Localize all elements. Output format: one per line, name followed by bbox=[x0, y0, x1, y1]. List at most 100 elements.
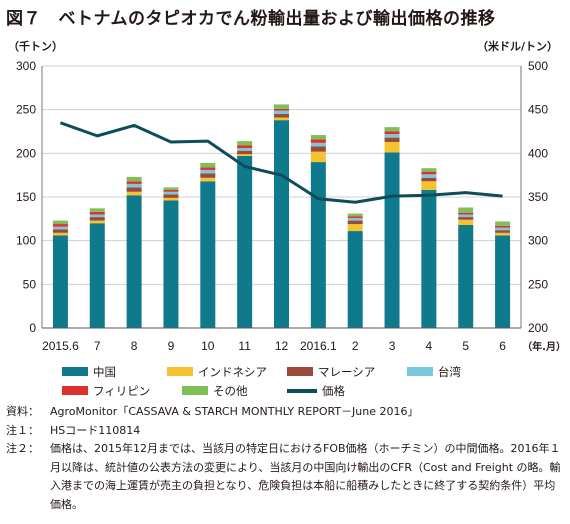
bar-segment bbox=[310, 139, 326, 143]
y-left-tick-label: 100 bbox=[16, 234, 36, 248]
bar-segment bbox=[495, 221, 511, 226]
tick-labels: 0 50 100 150 200 250 300 200 250 300 350 400 450 500 2… bbox=[16, 59, 566, 353]
y-left-tick-label: 50 bbox=[23, 277, 37, 291]
bar-segment bbox=[163, 191, 179, 195]
x-tick-label: 6 bbox=[499, 339, 506, 353]
bar-segment bbox=[52, 232, 68, 236]
x-tick-label: 10 bbox=[201, 339, 215, 353]
bar-segment bbox=[200, 169, 216, 174]
legend-label: マレーシア bbox=[318, 364, 376, 379]
x-tick-label: 7 bbox=[94, 339, 101, 353]
bar-segment bbox=[495, 232, 511, 236]
x-tick-label: 2015.6 bbox=[42, 339, 79, 353]
axes bbox=[41, 66, 522, 329]
note-label: 注２： bbox=[6, 442, 39, 455]
chart: 0 50 100 150 200 250 300 200 250 300 350 400 450 500 2… bbox=[16, 59, 566, 353]
bar-segment bbox=[237, 154, 253, 156]
note-label: 資料： bbox=[6, 405, 39, 418]
x-tick-label: 11 bbox=[238, 339, 251, 353]
bar-segment bbox=[384, 152, 400, 328]
bar-segment bbox=[126, 176, 142, 182]
legend-swatch bbox=[287, 388, 317, 393]
bar-segment bbox=[458, 224, 474, 328]
bar-segment bbox=[52, 224, 68, 227]
right-axis-unit: （米ドル/トン） bbox=[476, 40, 558, 53]
bar-segment bbox=[52, 226, 68, 230]
y-left-tick-label: 200 bbox=[16, 146, 36, 160]
bar-segment bbox=[163, 197, 179, 201]
note: 資料： AgroMonitor「CASSAVA & STARCH MONTHLY … bbox=[6, 403, 566, 422]
y-right-tick-label: 350 bbox=[528, 190, 548, 204]
bar-segment bbox=[126, 187, 142, 192]
legend-row: フィリピン その他 価格 bbox=[62, 381, 532, 400]
bar-segment bbox=[237, 155, 253, 328]
bar-segment bbox=[347, 220, 363, 225]
x-tick-label: 12 bbox=[275, 339, 289, 353]
legend: 中国 インドネシア マレーシア 台湾フィリピン その他 価格 bbox=[62, 362, 532, 400]
bar-segment bbox=[495, 230, 511, 233]
bar-segment bbox=[421, 181, 437, 191]
bar-segment bbox=[89, 208, 105, 212]
bar-segment bbox=[52, 220, 68, 225]
x-tick-label: 8 bbox=[131, 339, 138, 353]
legend-label: その他 bbox=[213, 383, 248, 398]
legend-label: 価格 bbox=[322, 383, 345, 398]
bar-segment bbox=[89, 220, 105, 224]
bar-segment bbox=[200, 162, 216, 168]
y-left-tick-label: 0 bbox=[29, 321, 36, 335]
legend-label: インドネシア bbox=[198, 364, 267, 379]
x-tick-label: 3 bbox=[389, 339, 396, 353]
legend-swatch bbox=[62, 386, 88, 395]
legend-item: その他 bbox=[182, 383, 287, 399]
legend-label: 中国 bbox=[93, 364, 116, 379]
bar-segment bbox=[458, 217, 474, 220]
bar-segment bbox=[347, 224, 363, 232]
bar-segment bbox=[384, 134, 400, 138]
legend-item: 中国 bbox=[62, 364, 167, 380]
legend-item: フィリピン bbox=[62, 383, 182, 399]
price-series-line bbox=[59, 121, 503, 204]
bar-segment bbox=[200, 177, 216, 182]
bar-segment bbox=[310, 162, 326, 328]
bar-segment bbox=[384, 127, 400, 132]
bar-segment bbox=[384, 131, 400, 135]
bar-segment bbox=[237, 145, 253, 149]
y-left-tick-label: 250 bbox=[16, 103, 36, 117]
legend-item: 価格 bbox=[287, 383, 392, 399]
bar-segment bbox=[495, 225, 511, 228]
chart-title: 図７ ベトナムのタピオカでん粉輸出量および輸出価格の推移 bbox=[6, 9, 496, 29]
bar-segment bbox=[347, 213, 363, 217]
bar-segment bbox=[237, 150, 253, 155]
bar-segment bbox=[163, 190, 179, 192]
bar-segment bbox=[274, 120, 289, 329]
legend-swatch bbox=[62, 367, 88, 376]
bar-segment bbox=[421, 168, 437, 172]
bar-segment bbox=[421, 177, 437, 182]
legend-item: 台湾 bbox=[407, 364, 512, 380]
bar-segment bbox=[89, 214, 105, 218]
bar-segment bbox=[200, 181, 216, 328]
x-axis-unit: （年.月） bbox=[522, 340, 566, 353]
bar-segment bbox=[126, 191, 142, 196]
bar-segment bbox=[458, 214, 474, 218]
bar-segment bbox=[52, 229, 68, 233]
legend-item: マレーシア bbox=[287, 364, 407, 380]
note-text: AgroMonitor「CASSAVA & STARCH MONTHLY REP… bbox=[50, 405, 419, 418]
bar-segment bbox=[274, 104, 289, 109]
notes: 資料： AgroMonitor「CASSAVA & STARCH MONTHLY … bbox=[6, 403, 566, 514]
bar-segment bbox=[347, 217, 363, 221]
legend-swatch bbox=[287, 367, 313, 376]
bar-segment bbox=[274, 114, 289, 118]
bars bbox=[52, 104, 511, 329]
bar-segment bbox=[310, 134, 326, 140]
bar-segment bbox=[200, 173, 216, 178]
bar-segment bbox=[163, 200, 179, 328]
note-text: HSコード110814 bbox=[50, 423, 141, 437]
bar-segment bbox=[126, 195, 142, 328]
bar-segment bbox=[237, 141, 253, 146]
legend-swatch bbox=[167, 367, 193, 376]
y-left-tick-label: 150 bbox=[16, 190, 36, 204]
x-tick-label: 5 bbox=[462, 339, 469, 353]
y-right-tick-label: 300 bbox=[528, 234, 548, 248]
bar-segment bbox=[495, 227, 511, 231]
